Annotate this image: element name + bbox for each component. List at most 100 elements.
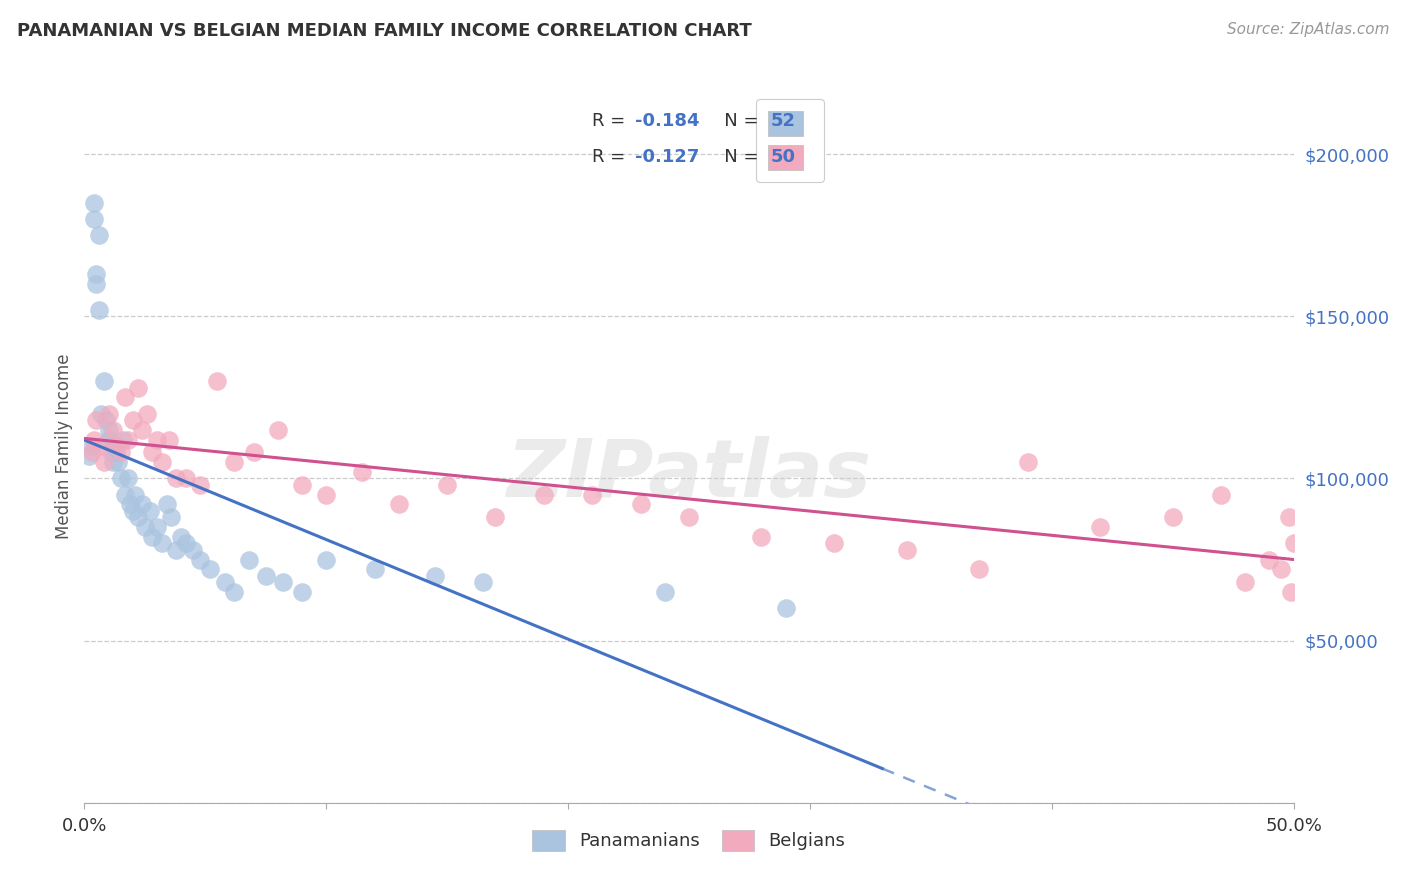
Point	[157, 433, 180, 447]
Point	[254, 568, 277, 582]
Point	[198, 562, 221, 576]
Point	[291, 478, 314, 492]
Point	[114, 488, 136, 502]
Point	[150, 536, 173, 550]
Point	[174, 471, 197, 485]
Point	[1279, 585, 1302, 599]
Point	[267, 423, 290, 437]
Point	[90, 439, 112, 453]
Text: PANAMANIAN VS BELGIAN MEDIAN FAMILY INCOME CORRELATION CHART: PANAMANIAN VS BELGIAN MEDIAN FAMILY INCO…	[17, 22, 752, 40]
Text: -0.184: -0.184	[636, 112, 700, 130]
Point	[103, 423, 125, 437]
Point	[581, 488, 603, 502]
Point	[823, 536, 845, 550]
Point	[423, 568, 446, 582]
Point	[87, 228, 110, 243]
Point	[131, 497, 153, 511]
Point	[271, 575, 294, 590]
Text: N =: N =	[707, 112, 765, 130]
Point	[138, 504, 160, 518]
Point	[352, 465, 374, 479]
Point	[170, 530, 193, 544]
Point	[436, 478, 458, 492]
Point	[242, 445, 264, 459]
Point	[87, 302, 110, 317]
Point	[120, 497, 142, 511]
Point	[896, 542, 918, 557]
Point	[112, 433, 135, 447]
Point	[1270, 562, 1292, 576]
Point	[127, 510, 149, 524]
Point	[134, 520, 156, 534]
Text: R =: R =	[592, 148, 631, 166]
Text: R =: R =	[592, 112, 631, 130]
Point	[93, 455, 115, 469]
Y-axis label: Median Family Income: Median Family Income	[55, 353, 73, 539]
Point	[114, 390, 136, 404]
Point	[472, 575, 495, 590]
Point	[110, 445, 132, 459]
Point	[533, 488, 555, 502]
Point	[103, 455, 125, 469]
Point	[83, 211, 105, 226]
Point	[1088, 520, 1111, 534]
Text: 50: 50	[770, 148, 796, 166]
Legend: Panamanians, Belgians: Panamanians, Belgians	[524, 822, 853, 858]
Text: 52: 52	[770, 112, 796, 130]
Point	[238, 552, 260, 566]
Point	[630, 497, 652, 511]
Point	[83, 195, 105, 210]
Point	[86, 277, 108, 291]
Point	[315, 552, 337, 566]
Point	[150, 455, 173, 469]
Point	[190, 552, 212, 566]
Point	[80, 439, 103, 453]
Point	[315, 488, 337, 502]
Point	[775, 601, 797, 615]
Point	[77, 449, 100, 463]
Point	[100, 445, 122, 459]
Point	[97, 433, 120, 447]
Point	[291, 585, 314, 599]
Point	[214, 575, 236, 590]
Text: N =: N =	[707, 148, 765, 166]
Point	[86, 267, 108, 281]
Point	[174, 536, 197, 550]
Point	[1234, 575, 1257, 590]
Point	[155, 497, 177, 511]
Point	[146, 433, 169, 447]
Point	[224, 455, 246, 469]
Point	[104, 445, 127, 459]
Point	[90, 407, 112, 421]
Point	[117, 433, 139, 447]
Point	[103, 439, 125, 453]
Point	[94, 413, 117, 427]
Point	[967, 562, 990, 576]
Point	[207, 374, 229, 388]
Point	[224, 585, 246, 599]
Point	[1278, 510, 1301, 524]
Point	[484, 510, 506, 524]
Point	[93, 374, 115, 388]
Point	[165, 542, 187, 557]
Point	[654, 585, 676, 599]
Point	[136, 407, 159, 421]
Point	[1161, 510, 1184, 524]
Point	[97, 407, 120, 421]
Text: Source: ZipAtlas.com: Source: ZipAtlas.com	[1226, 22, 1389, 37]
Point	[388, 497, 411, 511]
Point	[104, 439, 127, 453]
Point	[1282, 536, 1305, 550]
Point	[190, 478, 212, 492]
Point	[131, 423, 153, 437]
Point	[141, 530, 163, 544]
Point	[121, 413, 143, 427]
Text: ZIPatlas: ZIPatlas	[506, 435, 872, 514]
Point	[1209, 488, 1232, 502]
Point	[97, 423, 120, 437]
Point	[1017, 455, 1039, 469]
Point	[121, 504, 143, 518]
Point	[146, 520, 169, 534]
Text: -0.127: -0.127	[636, 148, 700, 166]
Point	[751, 530, 773, 544]
